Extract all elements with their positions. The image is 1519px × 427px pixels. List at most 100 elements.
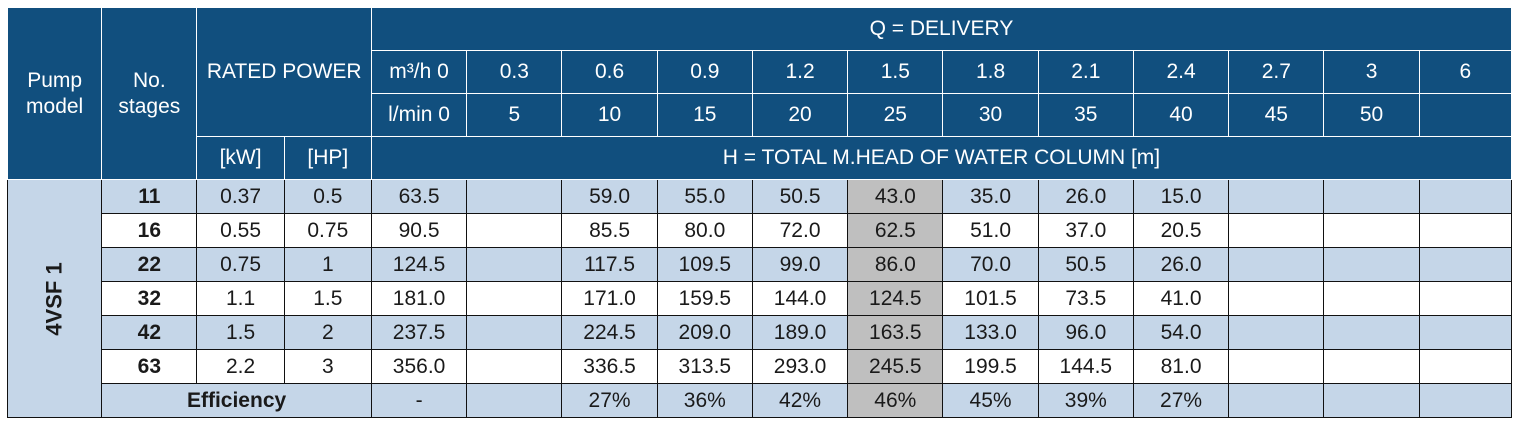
head-value-cell xyxy=(1323,349,1420,384)
head-value-cell: 51.0 xyxy=(942,213,1039,248)
head-value-cell: 109.5 xyxy=(656,247,753,282)
hp-cell: 1.5 xyxy=(283,281,372,316)
head-value-cell: 85.5 xyxy=(561,213,658,248)
head-value-cell xyxy=(1418,315,1513,350)
head-value-cell: 313.5 xyxy=(656,349,753,384)
head-value-cell: 237.5 xyxy=(370,315,468,350)
hp-unit-header: [HP] xyxy=(283,136,372,180)
flow-m3h-header: 1.8 xyxy=(942,50,1039,94)
head-value-cell: 163.5 xyxy=(847,315,944,350)
table-row: 63 2.2 3 356.0 336.5 313.5 293.0 245.5 199.5 144.… xyxy=(8,349,1513,384)
head-value-cell xyxy=(466,281,563,316)
head-value-cell: 81.0 xyxy=(1132,349,1230,384)
efficiency-value-cell: 45% xyxy=(942,383,1039,418)
kw-unit-header: [kW] xyxy=(196,136,285,180)
head-value-cell xyxy=(1228,213,1325,248)
kw-cell: 0.75 xyxy=(196,247,285,282)
head-value-cell: 72.0 xyxy=(751,213,849,248)
efficiency-value-cell: 36% xyxy=(656,383,753,418)
head-value-cell: 15.0 xyxy=(1132,179,1230,214)
lmin-unit-label: l/min 0 xyxy=(370,93,468,137)
efficiency-value-cell: 27% xyxy=(1132,383,1230,418)
head-value-cell: 117.5 xyxy=(561,247,658,282)
flow-m3h-header: 1.2 xyxy=(751,50,849,94)
pump-model-name: 4VSF 1 xyxy=(41,261,67,336)
head-value-cell: 245.5 xyxy=(847,349,944,384)
head-value-cell xyxy=(1418,247,1513,282)
head-value-cell: 37.0 xyxy=(1037,213,1134,248)
stages-cell: 42 xyxy=(101,315,198,350)
head-value-cell: 20.5 xyxy=(1132,213,1230,248)
head-value-cell: 124.5 xyxy=(370,247,468,282)
head-value-cell: 50.5 xyxy=(1037,247,1134,282)
pump-performance-table-container: Pump model No. stages RATED POWER Q = DE… xyxy=(6,7,1513,423)
head-value-cell: 159.5 xyxy=(656,281,753,316)
flow-lmin-header: 10 xyxy=(561,93,658,137)
head-value-cell xyxy=(466,179,563,214)
efficiency-value-cell xyxy=(1228,383,1325,418)
head-value-cell: 124.5 xyxy=(847,281,944,316)
kw-cell: 1.5 xyxy=(196,315,285,350)
table-row: 32 1.1 1.5 181.0 171.0 159.5 144.0 124.5 101.5 73… xyxy=(8,281,1513,316)
flow-lmin-header: 45 xyxy=(1228,93,1325,137)
flow-lmin-header: 20 xyxy=(751,93,849,137)
head-value-cell: 86.0 xyxy=(847,247,944,282)
head-value-cell xyxy=(1228,281,1325,316)
efficiency-row: Efficiency -27% 36% 42% 46% 45% 39% 27% xyxy=(8,383,1513,418)
head-value-cell: 43.0 xyxy=(847,179,944,214)
head-value-cell xyxy=(1323,179,1420,214)
efficiency-value-cell: 39% xyxy=(1037,383,1134,418)
head-value-cell: 336.5 xyxy=(561,349,658,384)
stages-cell: 32 xyxy=(101,281,198,316)
stages-cell: 63 xyxy=(101,349,198,384)
head-value-cell: 73.5 xyxy=(1037,281,1134,316)
m3h-unit-label: m³/h 0 xyxy=(370,50,468,94)
flow-m3h-header: 2.7 xyxy=(1228,50,1325,94)
flow-m3h-header: 1.5 xyxy=(847,50,944,94)
head-value-cell: 96.0 xyxy=(1037,315,1134,350)
flow-lmin-header: 35 xyxy=(1037,93,1134,137)
flow-lmin-header: 40 xyxy=(1132,93,1230,137)
head-value-cell: 59.0 xyxy=(561,179,658,214)
head-value-cell: 50.5 xyxy=(751,179,849,214)
efficiency-value-cell: 42% xyxy=(751,383,849,418)
table-row: 22 0.75 1 124.5 117.5 109.5 99.0 86.0 70.0 50.5 26… xyxy=(8,247,1513,282)
head-value-cell xyxy=(1418,349,1513,384)
head-value-cell: 144.5 xyxy=(1037,349,1134,384)
flow-lmin-header: 25 xyxy=(847,93,944,137)
head-value-cell: 171.0 xyxy=(561,281,658,316)
flow-lmin-header: 5 xyxy=(466,93,563,137)
kw-cell: 1.1 xyxy=(196,281,285,316)
head-value-cell: 293.0 xyxy=(751,349,849,384)
flow-lmin-header xyxy=(1418,93,1513,137)
hp-cell: 2 xyxy=(283,315,372,350)
rated-power-header: RATED POWER xyxy=(196,7,372,137)
flow-m3h-header: 0.9 xyxy=(656,50,753,94)
head-value-cell: 199.5 xyxy=(942,349,1039,384)
stages-cell: 22 xyxy=(101,247,198,282)
head-value-cell xyxy=(1228,247,1325,282)
flow-m3h-header: 0.6 xyxy=(561,50,658,94)
head-value-cell: 181.0 xyxy=(370,281,468,316)
head-value-cell xyxy=(1228,349,1325,384)
head-value-cell xyxy=(1323,281,1420,316)
head-value-cell: 41.0 xyxy=(1132,281,1230,316)
head-value-cell: 209.0 xyxy=(656,315,753,350)
kw-cell: 0.37 xyxy=(196,179,285,214)
flow-m3h-header: 3 xyxy=(1323,50,1420,94)
head-value-cell: 356.0 xyxy=(370,349,468,384)
head-value-cell: 224.5 xyxy=(561,315,658,350)
flow-lmin-header: 15 xyxy=(656,93,753,137)
head-value-cell: 26.0 xyxy=(1037,179,1134,214)
head-value-cell: 144.0 xyxy=(751,281,849,316)
head-value-cell xyxy=(1323,247,1420,282)
head-value-cell: 26.0 xyxy=(1132,247,1230,282)
head-value-cell: 99.0 xyxy=(751,247,849,282)
head-value-cell xyxy=(1418,281,1513,316)
flow-lmin-header: 30 xyxy=(942,93,1039,137)
hp-cell: 1 xyxy=(283,247,372,282)
kw-cell: 2.2 xyxy=(196,349,285,384)
table-row: 16 0.55 0.75 90.5 85.5 80.0 72.0 62.5 51.0 37.0 20… xyxy=(8,213,1513,248)
head-value-cell: 101.5 xyxy=(942,281,1039,316)
head-value-cell: 80.0 xyxy=(656,213,753,248)
